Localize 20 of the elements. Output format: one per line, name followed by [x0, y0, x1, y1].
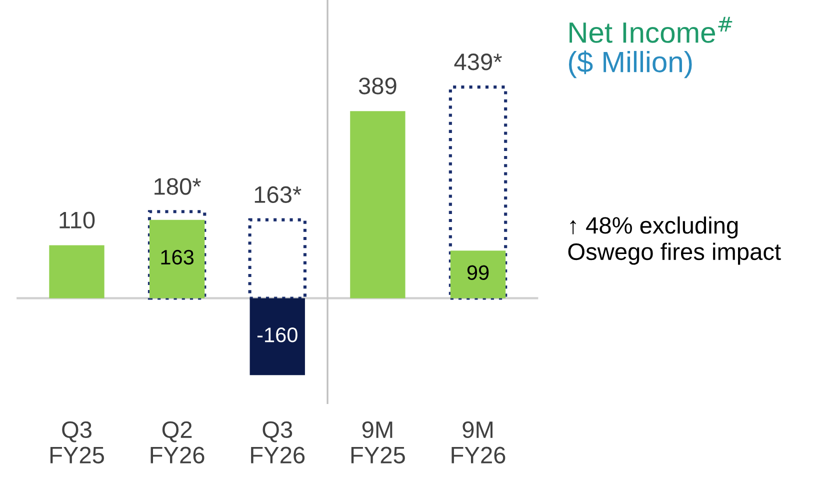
bar [250, 298, 305, 376]
bar [350, 111, 406, 298]
x-tick-label: Q3 FY25 [50, 421, 104, 464]
bar [49, 245, 104, 298]
data-label: 180* [154, 178, 201, 195]
text: ($ Million) [568, 50, 692, 78]
x-tick-label: 9M FY25 [351, 421, 405, 464]
data-label: 389 [358, 78, 396, 94]
data-label: 99 [467, 265, 489, 280]
data-label: 110 [60, 212, 95, 229]
data-label: -160 [257, 328, 298, 342]
x-tick-label: 9M FY26 [452, 421, 506, 464]
data-label: 439* [454, 54, 502, 70]
x-tick-label: Q3 FY26 [251, 421, 305, 464]
text: Net Income$^{#}$ [570, 16, 732, 43]
x-tick-label: Q2 FY26 [150, 421, 204, 464]
data-label: 163 [161, 250, 194, 265]
text: ↑ 48% excluding Oswego fires impact [568, 216, 781, 265]
data-label: 163* [254, 186, 302, 204]
bar [450, 250, 506, 298]
